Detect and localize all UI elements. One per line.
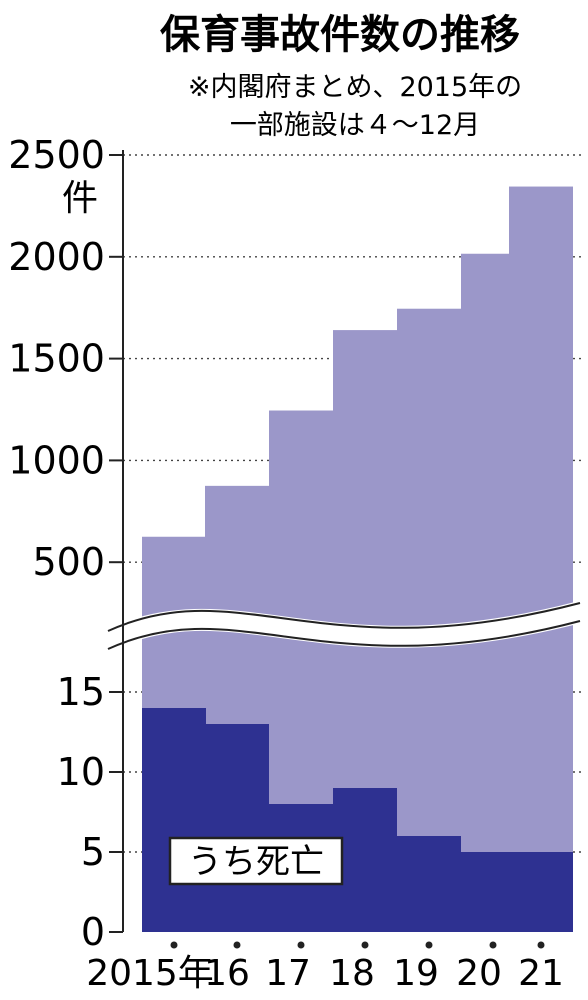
x-tick-label: 19 xyxy=(393,953,439,994)
x-tick-label: 2015年 xyxy=(86,953,214,994)
bar-total xyxy=(509,186,573,933)
x-tick-dot xyxy=(425,941,433,949)
bar-deaths xyxy=(142,708,206,932)
x-tick-dot xyxy=(297,941,305,949)
x-tick-dot xyxy=(489,941,497,949)
x-tick-label: 17 xyxy=(265,953,311,994)
x-tick-label: 18 xyxy=(329,953,375,994)
bar-deaths xyxy=(397,836,461,932)
axis-break-line xyxy=(107,602,581,632)
y-unit-label: 件 xyxy=(62,178,98,219)
chart-title: 保育事故件数の推移 xyxy=(160,12,520,58)
axis-break-line xyxy=(107,620,581,650)
chart-subtitle-line-1: ※内閣府まとめ、2015年の xyxy=(188,72,522,103)
y-tick-label: 1500 xyxy=(8,337,105,381)
x-tick-label: 16 xyxy=(204,953,250,994)
y-tick-label: 2000 xyxy=(8,235,105,279)
y-tick-label: 1000 xyxy=(8,438,105,482)
y-tick-label: 2500 xyxy=(8,133,105,177)
bar-deaths xyxy=(509,852,573,932)
y-tick-label: 0 xyxy=(81,910,105,954)
bars xyxy=(142,186,573,933)
x-tick-dot xyxy=(537,941,545,949)
x-tick-dot xyxy=(361,941,369,949)
axis-break-gap xyxy=(103,601,583,651)
legend: うち死亡 xyxy=(168,836,344,886)
chart-subtitle-line-2: 一部施設は４～12月 xyxy=(230,110,480,141)
x-tick-label: 21 xyxy=(518,953,564,994)
bar-deaths xyxy=(205,724,269,932)
y-axis: 2500 2000 1500 1000 500 件 15 10 5 0 xyxy=(8,133,124,954)
y-tick-label: 10 xyxy=(57,750,105,794)
axis-break xyxy=(103,601,583,651)
y-tick-label: 15 xyxy=(57,670,105,714)
x-tick-dot xyxy=(233,941,241,949)
y-tick-label: 5 xyxy=(81,830,105,874)
x-tick-label: 20 xyxy=(456,953,502,994)
legend-box xyxy=(168,836,344,886)
bar-deaths xyxy=(333,788,397,932)
bar-total xyxy=(397,308,461,932)
y-tick-label: 500 xyxy=(32,540,105,584)
legend-label: うち死亡 xyxy=(188,842,324,882)
x-tick-dot xyxy=(170,941,178,949)
